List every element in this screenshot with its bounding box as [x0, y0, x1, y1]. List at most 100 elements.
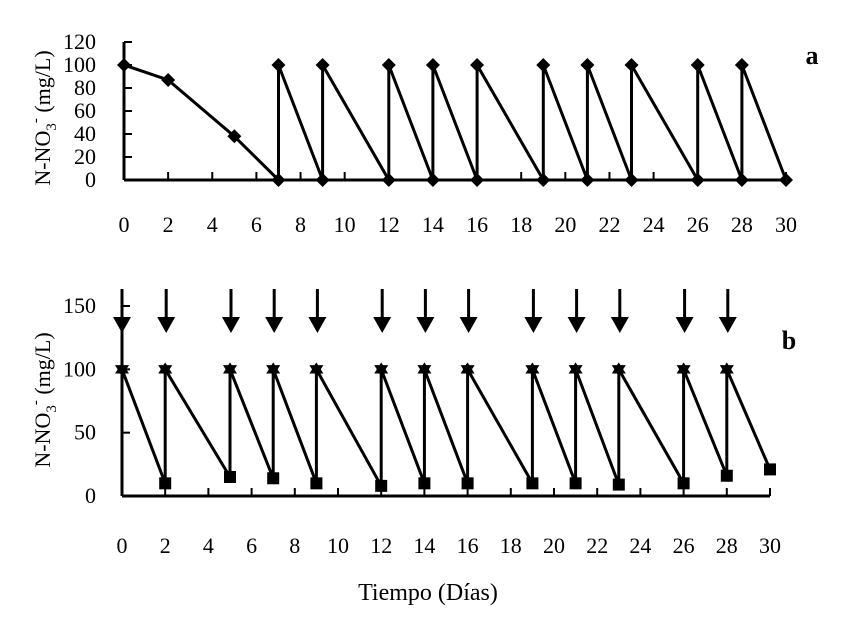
panel-b-data-point-overlay	[525, 365, 540, 377]
panel-a-x-tick-label: 14	[422, 212, 444, 237]
panel-b-y-tick-label: 50	[74, 420, 96, 445]
panel-b-x-tick-label: 16	[457, 533, 479, 558]
panel-a-x-tick-label: 16	[466, 212, 488, 237]
panel-b-addition-arrow-head	[157, 317, 176, 333]
panel-b-x-tick-label: 28	[716, 533, 738, 558]
panel-b-x-tick-label: 26	[673, 533, 695, 558]
panel-a-data-point	[536, 173, 551, 187]
panel-b-addition-arrow-head	[675, 317, 694, 333]
panel-b-data-point-overlay	[223, 365, 237, 377]
panel-a-data-point	[470, 58, 485, 72]
panel-b-x-tick-label: 12	[370, 533, 392, 558]
panel-b-data-point	[677, 477, 690, 490]
panel-a-data-point	[227, 129, 242, 144]
panel-b-x-tick-label: 0	[117, 533, 128, 558]
panel-b-addition-arrow-head	[265, 317, 284, 333]
panel-a-y-tick-label: 120	[63, 29, 96, 54]
panel-a-tag: a	[806, 41, 819, 70]
panel-b-x-tick-label: 6	[246, 533, 257, 558]
panel-b-x-tick-label: 30	[759, 533, 781, 558]
panel-a-y-tick-label: 40	[74, 121, 96, 146]
panel-a-data-point	[690, 58, 705, 72]
panel-a-x-tick-label: 2	[163, 212, 174, 237]
panel-a-data-point	[117, 58, 131, 72]
panel-b-addition-arrow-head	[610, 317, 629, 333]
panel-b-data-point	[267, 472, 280, 485]
panel-b-addition-arrow-head	[113, 317, 131, 333]
panel-b-addition-arrow-head	[718, 317, 737, 333]
panel-b-addition-arrow-head	[524, 317, 543, 333]
panel-b-y-tick-label: 100	[63, 356, 96, 381]
panel-b-data-point	[224, 471, 236, 483]
panel-b-data-point-overlay	[460, 365, 475, 377]
panel-a-data-point	[425, 173, 440, 187]
panel-a-data-point	[624, 173, 639, 187]
panel-b-x-tick-label: 8	[289, 533, 300, 558]
panel-b-x-tick-label: 20	[543, 533, 565, 558]
panel-a-x-tick-label: 22	[598, 212, 620, 237]
panel-b-y-tick-label: 150	[63, 293, 96, 318]
panel-a-x-tick-label: 4	[207, 212, 218, 237]
panel-a-data-point	[580, 58, 595, 72]
panel-b-data-point-overlay	[309, 365, 324, 377]
panel-b-x-tick-label: 2	[160, 533, 171, 558]
panel-a-data-point	[734, 173, 749, 187]
panel-b-x-tick-label: 10	[327, 533, 349, 558]
panel-a-data-point	[271, 58, 286, 72]
panel-b-data-point-overlay	[374, 365, 389, 377]
x-axis-title: Tiempo (Días)	[358, 580, 498, 606]
panel-b-data-point-overlay	[266, 365, 281, 377]
panel-b-data-point-overlay	[719, 365, 734, 377]
panel-b-data-point	[418, 477, 431, 490]
panel-b-x-tick-label: 14	[413, 533, 435, 558]
panel-b-addition-arrow-head	[567, 317, 586, 333]
panel-b-data-point-overlay	[676, 365, 691, 377]
panel-a-y-tick-label: 100	[63, 52, 96, 77]
panel-a-y-tick-label: 60	[74, 98, 96, 123]
panel-b-data-point	[310, 477, 323, 490]
panel-a-x-tick-label: 20	[554, 212, 576, 237]
panel-a-data-point	[536, 58, 551, 72]
panel-b-x-tick-label: 24	[629, 533, 651, 558]
panel-a-x-tick-label: 18	[510, 212, 532, 237]
panel-b-data-point	[569, 477, 582, 490]
panel-a-data-point	[470, 173, 485, 187]
panel-a-y-tick-label: 0	[85, 167, 96, 192]
panel-a-x-tick-label: 8	[295, 212, 306, 237]
panel-b-data-point	[159, 477, 172, 490]
panel-b-data-point-overlay	[417, 365, 432, 377]
panel-b-data-point-overlay	[611, 365, 626, 377]
panel-a: a N-NO3- (mg/L) 0 2 4 6 8 10 12 14 16 18 20 22 24 26 2…	[28, 29, 819, 237]
panel-a-data-point	[315, 58, 330, 72]
panel-a-x-tick-label: 0	[119, 212, 130, 237]
panel-b-x-tick-label: 22	[586, 533, 608, 558]
panel-a-x-tick-label: 24	[643, 212, 665, 237]
panel-a-data-point	[425, 58, 440, 72]
panel-b-ylabel: N-NO3- (mg/L)	[28, 332, 60, 467]
panel-a-y-tick-label: 80	[74, 75, 96, 100]
panel-a-x-tick-label: 10	[334, 212, 356, 237]
panel-a-data-point	[381, 173, 396, 187]
panel-a-x-tick-label: 30	[775, 212, 797, 237]
panel-b-data-point-overlay	[568, 365, 583, 377]
panel-a-ylabel: N-NO3- (mg/L)	[28, 50, 60, 185]
panel-b-addition-arrow-head	[373, 317, 392, 333]
panel-a-data-point	[624, 58, 639, 72]
panel-b-addition-arrow-head	[416, 317, 435, 333]
panel-a-data-point	[381, 58, 396, 72]
panel-a-series-line	[123, 59, 788, 186]
panel-b-data-point	[375, 479, 388, 492]
panel-b-addition-arrow-head	[308, 317, 327, 333]
panel-b-data-point-overlay	[115, 365, 129, 377]
panel-b-series-line	[120, 363, 772, 492]
panel-b-x-tick-label: 4	[203, 533, 214, 558]
panel-a-data-point	[161, 72, 176, 87]
panel-a-x-tick-label: 28	[731, 212, 753, 237]
panel-a-data-point	[315, 173, 330, 187]
panel-a-data-point	[734, 58, 749, 72]
panel-b-data-point-overlay	[158, 365, 173, 377]
panel-a-x-tick-label: 12	[378, 212, 400, 237]
panel-b-data-point	[612, 478, 625, 491]
panel-b-addition-arrow-head	[222, 317, 240, 333]
